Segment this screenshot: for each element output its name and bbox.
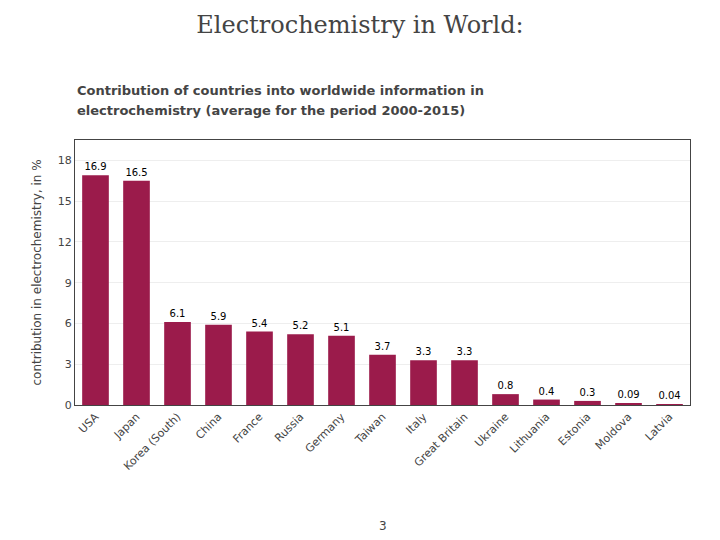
- svg-text:contribution in electrochemist: contribution in electrochemistry, in %: [30, 159, 44, 385]
- svg-text:6: 6: [65, 317, 72, 330]
- svg-text:Italy: Italy: [403, 410, 429, 436]
- svg-text:electrochemistry (average for: electrochemistry (average for the period…: [77, 103, 465, 118]
- svg-text:0.4: 0.4: [539, 386, 555, 397]
- svg-text:0.8: 0.8: [498, 380, 514, 391]
- svg-text:12: 12: [58, 236, 72, 249]
- svg-text:0.3: 0.3: [580, 387, 596, 398]
- svg-text:15: 15: [58, 195, 72, 208]
- svg-text:Ukraine: Ukraine: [472, 410, 511, 449]
- svg-text:Japan: Japan: [111, 411, 143, 443]
- svg-text:Electrochemistry in World:: Electrochemistry in World:: [196, 11, 523, 39]
- svg-text:Germany: Germany: [303, 410, 348, 455]
- svg-text:Korea (South): Korea (South): [121, 411, 183, 473]
- svg-text:Great Britain: Great Britain: [412, 411, 471, 470]
- svg-text:5.1: 5.1: [334, 322, 350, 333]
- svg-text:3: 3: [379, 519, 387, 533]
- svg-text:France: France: [230, 410, 265, 445]
- svg-text:6.1: 6.1: [170, 308, 186, 319]
- svg-text:Estonia: Estonia: [556, 411, 594, 449]
- svg-text:16.9: 16.9: [84, 161, 106, 172]
- svg-text:Moldova: Moldova: [593, 411, 635, 453]
- svg-text:3: 3: [65, 358, 72, 371]
- svg-text:3.3: 3.3: [416, 346, 432, 357]
- svg-text:Latvia: Latvia: [643, 411, 676, 444]
- svg-text:5.2: 5.2: [293, 320, 309, 331]
- svg-text:Taiwan: Taiwan: [352, 410, 388, 446]
- svg-text:0: 0: [65, 399, 72, 412]
- svg-text:China: China: [193, 411, 224, 442]
- svg-text:Lithuania: Lithuania: [507, 411, 552, 456]
- svg-text:0.04: 0.04: [658, 390, 680, 401]
- svg-text:0.09: 0.09: [617, 389, 639, 400]
- svg-text:USA: USA: [76, 410, 102, 436]
- svg-text:3.3: 3.3: [457, 346, 473, 357]
- svg-text:Russia: Russia: [272, 411, 306, 445]
- svg-text:16.5: 16.5: [125, 167, 147, 178]
- svg-text:Contribution of countries into: Contribution of countries into worldwide…: [77, 83, 484, 98]
- svg-text:5.4: 5.4: [252, 318, 268, 329]
- svg-text:5.9: 5.9: [211, 311, 227, 322]
- svg-text:18: 18: [58, 154, 72, 167]
- svg-text:3.7: 3.7: [375, 341, 391, 352]
- svg-text:9: 9: [65, 277, 72, 290]
